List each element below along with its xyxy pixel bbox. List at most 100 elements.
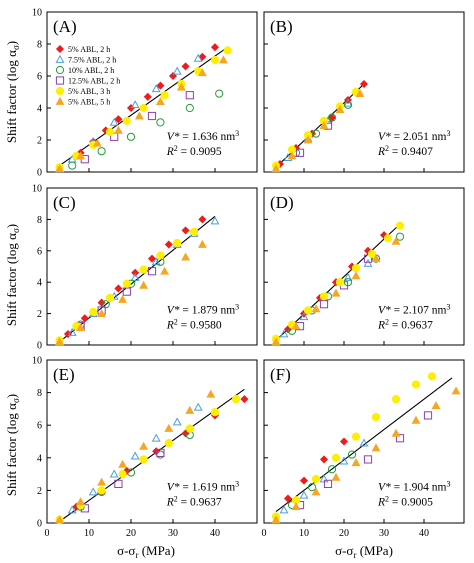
- x-tick-label: 0: [262, 528, 267, 539]
- x-axis-label-right: σ-σr (MPa): [335, 543, 393, 560]
- series-5-abl-5-h: [55, 55, 228, 173]
- data-point: [359, 79, 369, 89]
- data-point: [139, 455, 148, 464]
- data-point: [427, 372, 437, 381]
- data-point: [359, 438, 369, 447]
- data-point: [351, 271, 361, 280]
- data-point: [151, 433, 161, 442]
- data-point: [327, 113, 337, 122]
- data-point: [114, 479, 123, 488]
- data-point: [319, 455, 329, 464]
- data-point: [231, 395, 241, 404]
- data-point: [411, 415, 421, 424]
- data-point: [114, 284, 123, 293]
- data-point: [319, 292, 329, 301]
- data-point: [223, 46, 232, 55]
- series-5-abl-2-h: [283, 437, 349, 503]
- legend-label: 7.5% ABL, 2 h: [68, 56, 116, 65]
- x-axis-label-left: σ-σr (MPa): [117, 543, 175, 560]
- data-point: [139, 280, 149, 289]
- data-point: [139, 441, 149, 450]
- data-point: [155, 96, 165, 105]
- data-point: [109, 469, 119, 478]
- legend-marker: [55, 76, 65, 85]
- legend: 5% ABL, 2 h 7.5% ABL, 2 h10% ABL, 2 h 12.5…: [55, 44, 120, 107]
- data-point: [185, 405, 195, 414]
- data-point: [206, 389, 216, 398]
- data-point: [327, 465, 337, 474]
- data-point: [395, 434, 405, 443]
- data-point: [371, 254, 381, 263]
- data-point: [355, 88, 365, 97]
- data-point: [76, 497, 86, 506]
- legend-marker: [55, 86, 65, 96]
- data-point: [181, 226, 190, 235]
- data-point: [160, 91, 169, 100]
- data-point: [351, 263, 361, 273]
- data-point: [68, 161, 77, 170]
- data-point: [151, 257, 161, 266]
- data-point: [431, 401, 441, 410]
- x-tick-label: 30: [168, 528, 178, 539]
- data-point: [343, 272, 353, 281]
- series-5-abl-5-h: [271, 236, 401, 346]
- legend-marker: [55, 54, 65, 63]
- data-point: [311, 487, 321, 496]
- data-point: [299, 490, 309, 499]
- panel-letter: (B): [270, 17, 293, 36]
- data-point: [343, 98, 353, 107]
- data-point: [210, 408, 220, 417]
- data-point: [197, 239, 207, 248]
- data-point: [147, 267, 157, 276]
- data-point: [371, 443, 381, 452]
- y-axis-label-bottom: Shift factor (log ασ): [4, 394, 21, 496]
- data-point: [160, 266, 170, 275]
- data-point: [319, 300, 329, 309]
- panel-letter: (D): [270, 193, 294, 212]
- y-tick-label: 4: [37, 104, 42, 115]
- v-star-value: V* = 2.051 nm3: [378, 129, 450, 143]
- data-point: [391, 236, 401, 245]
- data-point: [55, 337, 65, 346]
- y-tick-label: 2: [37, 309, 42, 320]
- legend-marker: [55, 44, 65, 54]
- y-tick-label: 0: [37, 519, 42, 530]
- data-point: [97, 308, 107, 317]
- series-5-abl-2-h: [63, 215, 207, 339]
- data-point: [181, 252, 191, 261]
- data-point: [156, 448, 165, 458]
- data-point: [122, 287, 131, 296]
- data-point: [351, 458, 361, 467]
- y-tick-label: 8: [37, 388, 42, 399]
- data-point: [363, 258, 373, 267]
- legend-label: 5% ABL, 3 h: [68, 87, 110, 96]
- data-point: [80, 314, 89, 323]
- data-point: [335, 278, 345, 287]
- data-point: [97, 486, 106, 495]
- data-point: [343, 100, 353, 109]
- data-point: [351, 432, 361, 441]
- fit-line: [275, 377, 453, 513]
- data-point: [176, 82, 186, 91]
- v-star-value: V* = 1.879 nm3: [167, 303, 239, 317]
- data-point: [193, 53, 203, 62]
- series-12-5-abl-2-h: [80, 91, 194, 164]
- data-point: [363, 455, 373, 464]
- data-point: [319, 120, 329, 129]
- y-tick-label: 0: [37, 168, 42, 179]
- data-point: [287, 151, 297, 160]
- r-squared-value: R2 = 0.9580: [166, 318, 222, 332]
- x-tick-label: 20: [339, 528, 349, 539]
- data-point: [164, 423, 174, 432]
- data-point: [331, 453, 341, 462]
- data-point: [130, 100, 140, 109]
- data-point: [185, 424, 194, 433]
- data-point: [395, 221, 405, 230]
- data-point: [295, 148, 305, 157]
- x-tick-label: 20: [126, 528, 136, 539]
- data-point: [423, 411, 433, 420]
